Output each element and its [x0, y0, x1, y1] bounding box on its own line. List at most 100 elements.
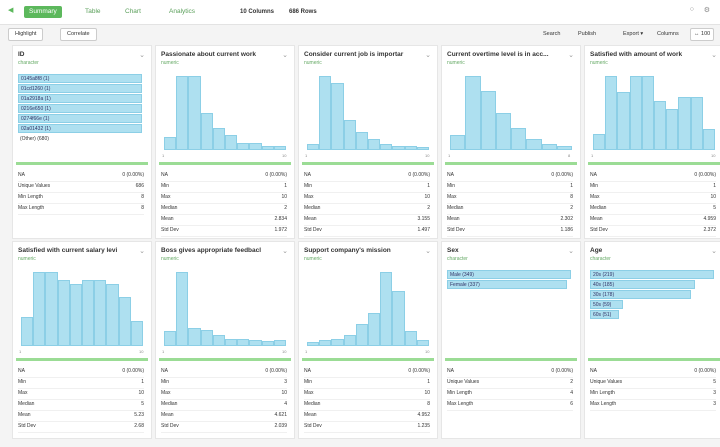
- toolbar-action[interactable]: Export ▾: [623, 31, 644, 37]
- menu-chevron[interactable]: ⌄: [282, 248, 288, 255]
- stat-label: Min: [18, 379, 27, 385]
- menu-chevron[interactable]: ⌄: [711, 248, 717, 255]
- menu-chevron[interactable]: ⌄: [568, 52, 574, 59]
- button[interactable]: Correlate: [60, 28, 97, 41]
- completeness-bar: [302, 358, 434, 361]
- stat-value: 4.959: [703, 216, 716, 222]
- axis-label: 1: [591, 153, 594, 158]
- stat-label: NA: [447, 172, 454, 178]
- stat-label: Min: [590, 183, 599, 189]
- stat-row: Std Dev 1.497: [304, 225, 430, 237]
- menu-chevron[interactable]: ⌄: [425, 248, 431, 255]
- toolbar-action[interactable]: ↔ 100: [690, 28, 715, 41]
- completeness-bar: [159, 162, 291, 165]
- histogram-bar: [33, 272, 46, 346]
- menu-chevron[interactable]: ⌄: [139, 248, 145, 255]
- category-bar[interactable]: 50s (59): [590, 300, 624, 309]
- button[interactable]: Highlight: [8, 28, 44, 41]
- settings-icon[interactable]: ⚙: [703, 7, 710, 14]
- column-card: Sex character ⌄ Male (349) Female (337) NA 0 (…: [441, 241, 581, 439]
- histogram-bar: [617, 92, 630, 150]
- histogram-bar: [654, 100, 667, 150]
- axis-label: 10: [282, 349, 287, 354]
- category-bar[interactable]: Male (349): [447, 270, 571, 279]
- stat-value: 2.302: [560, 216, 573, 222]
- column-title: Satisfied with amount of work: [590, 51, 683, 58]
- menu-chevron[interactable]: ⌄: [711, 52, 717, 59]
- stat-row: NA 0 (0.00%): [161, 170, 287, 182]
- category-bar[interactable]: 01a2918a (1): [18, 94, 142, 103]
- column-title: Current overtime level is in acc...: [447, 51, 549, 58]
- stat-label: Min Length: [447, 390, 472, 396]
- stat-row: Min 1: [161, 181, 287, 193]
- stat-value: 2.834: [274, 216, 287, 222]
- histogram-bar: [200, 113, 213, 150]
- tab[interactable]: Chart: [125, 8, 141, 15]
- stat-label: Median: [18, 401, 35, 407]
- histogram-bar: [690, 96, 703, 150]
- category-bar[interactable]: 0145a8f8 (1): [18, 74, 142, 83]
- toolbar-action[interactable]: Columns: [657, 31, 679, 37]
- histogram-bar: [331, 338, 344, 346]
- axis-label: 10: [425, 153, 430, 158]
- histogram-bar: [307, 144, 320, 150]
- axis-label: 10: [711, 153, 716, 158]
- tab[interactable]: Summary: [24, 6, 62, 18]
- category-bar[interactable]: 40s (185): [590, 280, 695, 289]
- stat-value: 10: [424, 390, 430, 396]
- stat-value: 2: [570, 205, 573, 211]
- histogram-bar: [541, 144, 557, 150]
- stat-value: 1: [141, 379, 144, 385]
- stat-label: Max: [304, 194, 314, 200]
- toolbar-action[interactable]: Publish: [578, 31, 597, 37]
- stat-value: 1.186: [560, 227, 573, 233]
- completeness-bar: [588, 358, 720, 361]
- category-bar[interactable]: 01cd1260 (1): [18, 84, 142, 93]
- category-bar[interactable]: 02a01432 (1): [18, 124, 142, 133]
- category-bar[interactable]: 60s (51): [590, 310, 619, 319]
- column-count: 10 Columns: [240, 9, 275, 15]
- stat-row: NA 0 (0.00%): [161, 366, 287, 378]
- completeness-bar: [16, 358, 148, 361]
- completeness-bar: [445, 358, 577, 361]
- menu-chevron[interactable]: ⌄: [282, 52, 288, 59]
- column-type: numeric: [304, 256, 322, 262]
- category-bar[interactable]: 0274f66e (1): [18, 114, 142, 123]
- histogram-bar: [450, 135, 466, 150]
- back-arrow[interactable]: ◀: [8, 7, 14, 14]
- comment-icon[interactable]: ○: [689, 6, 694, 13]
- stat-value: 2.372: [703, 227, 716, 233]
- tab[interactable]: Analytics: [169, 8, 196, 15]
- category-bar[interactable]: Female (337): [447, 280, 567, 289]
- stat-row: Median 4: [161, 399, 287, 411]
- tab[interactable]: Table: [85, 8, 101, 15]
- stat-label: NA: [590, 368, 597, 374]
- category-bar[interactable]: 30s (178): [590, 290, 691, 299]
- histogram-bar: [45, 272, 58, 346]
- histogram-bar: [343, 120, 356, 150]
- stat-label: Max: [590, 194, 600, 200]
- column-type: numeric: [447, 60, 465, 66]
- stat-value: 2: [427, 205, 430, 211]
- histogram-bar: [605, 76, 618, 150]
- column-type: character: [18, 60, 39, 66]
- axis-label: 1: [162, 349, 165, 354]
- histogram-bar: [343, 334, 356, 346]
- stat-row: Mean 5.23: [18, 410, 144, 422]
- stat-row: Min 1: [590, 181, 716, 193]
- category-bar[interactable]: 20s (219): [590, 270, 714, 279]
- stat-row: Max Length 8: [18, 203, 144, 215]
- histogram-bar: [678, 96, 691, 150]
- menu-chevron[interactable]: ⌄: [568, 248, 574, 255]
- stat-row: NA 0 (0.00%): [447, 366, 573, 378]
- column-card: ID character ⌄ 0145a8f8 (1) 01cd1260 (1) 01a2…: [12, 45, 152, 239]
- category-bar[interactable]: 0216e650 (1): [18, 104, 142, 113]
- histogram-bar: [69, 284, 82, 346]
- stat-value: 0 (0.00%): [408, 172, 430, 178]
- menu-chevron[interactable]: ⌄: [139, 52, 145, 59]
- toolbar-action[interactable]: Search: [543, 31, 561, 37]
- stat-label: NA: [161, 368, 168, 374]
- stat-value: 1.497: [417, 227, 430, 233]
- stat-row: Median 2: [447, 203, 573, 215]
- menu-chevron[interactable]: ⌄: [425, 52, 431, 59]
